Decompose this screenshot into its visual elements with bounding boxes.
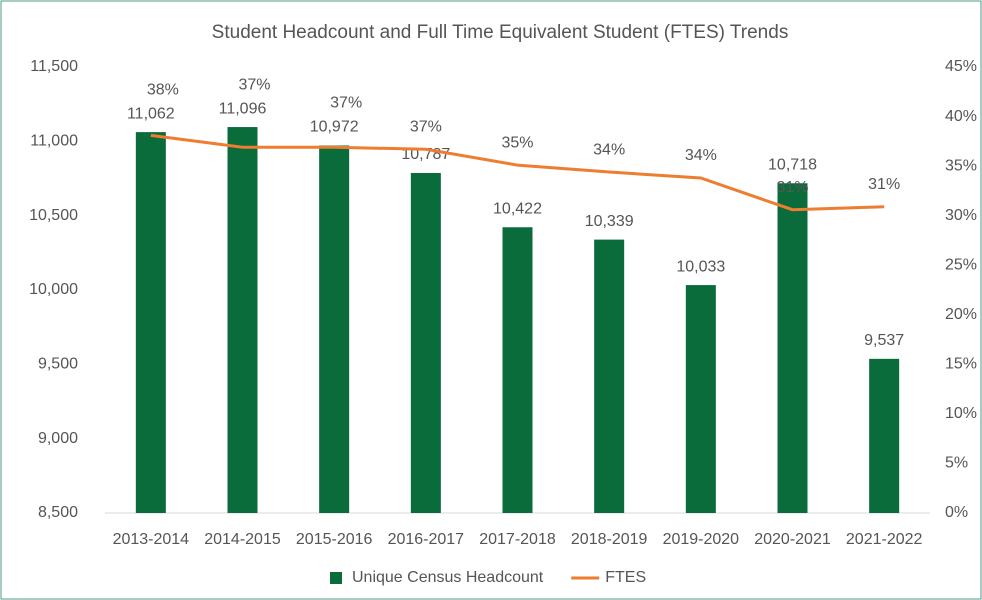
x-tick-label: 2015-2016 [296,531,373,548]
line-value-label: 37% [410,118,442,135]
x-tick-label: 2020-2021 [754,531,831,548]
bar-value-label: 11,062 [127,105,175,122]
bar-value-label: 10,339 [585,213,634,230]
y-tick-label: 11,500 [30,58,78,75]
bar [685,285,716,513]
line-value-label: 31% [868,176,900,193]
y-tick-label: 10,500 [29,207,78,224]
y2-tick-label: 10% [945,405,977,422]
line-value-label: 31% [776,179,808,196]
y-tick-label: 11,000 [30,133,78,150]
y-tick-label: 8,500 [38,504,78,521]
y-tick-label: 9,500 [38,356,78,373]
bar [502,227,533,513]
x-tick-label: 2021-2022 [846,531,923,548]
x-tick-label: 2018-2019 [571,531,648,548]
y-tick-label: 9,000 [38,430,78,447]
y2-tick-label: 45% [945,58,977,75]
line-value-label: 34% [593,141,625,158]
line-value-label: 34% [685,147,717,164]
y2-tick-label: 40% [945,108,977,125]
bar-value-label: 11,096 [219,100,267,117]
line-value-label: 35% [501,134,533,151]
y2-tick-label: 5% [945,455,968,472]
bar [594,239,625,514]
bar [135,132,166,513]
x-tick-label: 2013-2014 [113,531,190,548]
chart-title: Student Headcount and Full Time Equivale… [212,22,789,43]
legend-swatch [330,572,342,584]
y2-tick-label: 20% [945,306,977,323]
y2-tick-label: 0% [945,504,968,521]
bar-value-label: 10,972 [310,119,359,136]
line-value-label: 37% [330,95,362,112]
bar-value-label: 10,718 [768,156,817,173]
x-tick-label: 2017-2018 [479,531,556,548]
line-value-label: 38% [147,81,179,98]
y2-tick-label: 25% [945,256,977,273]
bar [777,183,808,514]
y2-tick-label: 15% [945,356,977,373]
y2-tick-label: 35% [945,157,977,174]
bar-value-label: 10,033 [676,258,725,275]
bar [319,145,350,513]
legend-label: FTES [605,569,646,586]
x-tick-label: 2014-2015 [204,531,281,548]
x-tick-label: 2016-2017 [388,531,465,548]
legend-label: Unique Census Headcount [352,569,544,586]
bar [410,172,441,513]
bar [869,358,900,513]
line [150,133,885,212]
y2-tick-label: 30% [945,207,977,224]
y-tick-label: 10,000 [29,281,78,298]
bar [227,127,258,513]
x-tick-label: 2019-2020 [663,531,740,548]
bar-value-label: 9,537 [864,332,904,349]
line-value-label: 37% [238,76,270,93]
bar-value-label: 10,422 [493,200,542,217]
